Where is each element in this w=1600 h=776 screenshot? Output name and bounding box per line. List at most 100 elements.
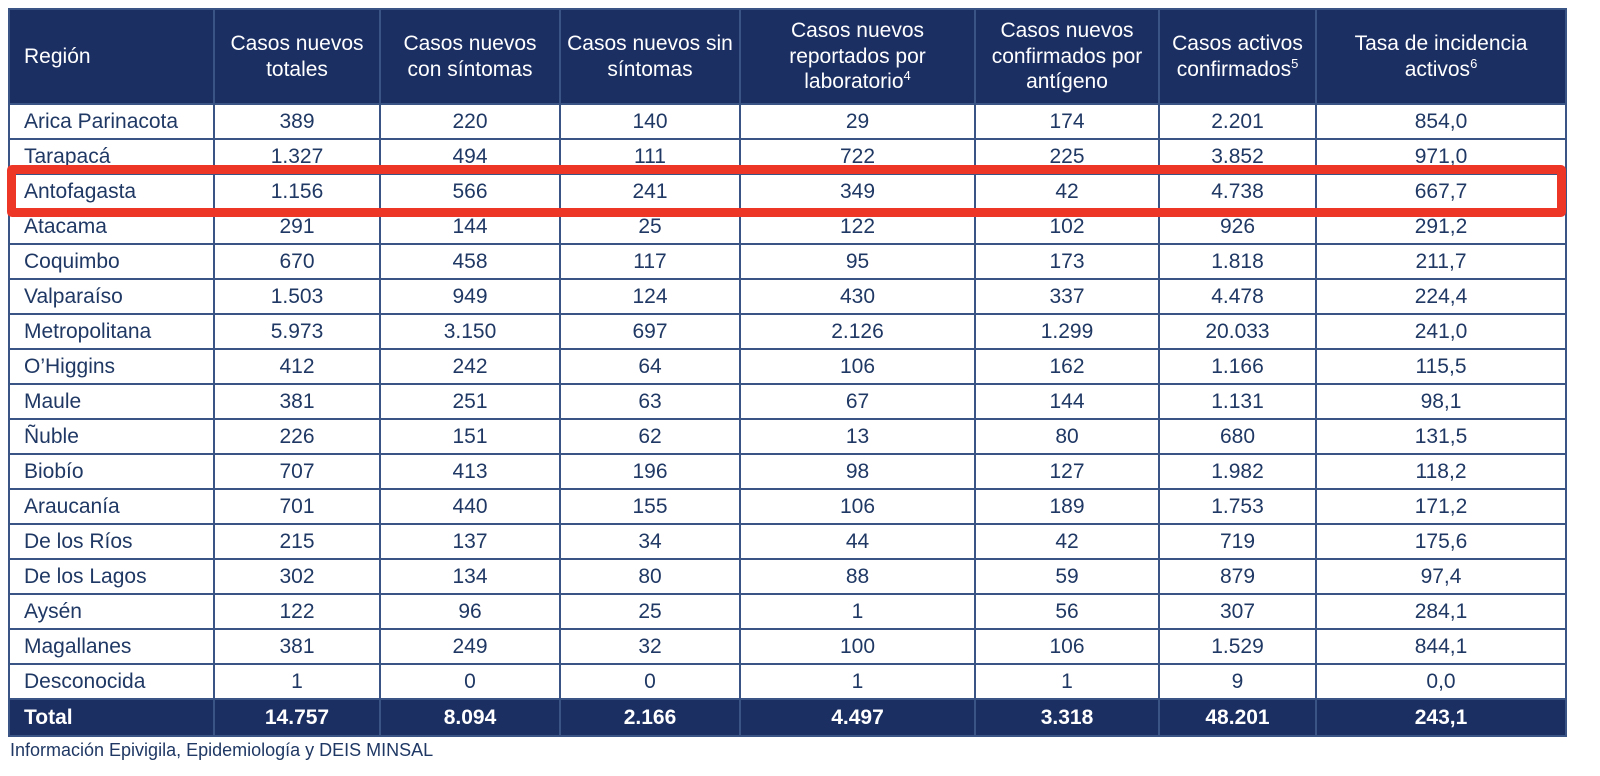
- value-cell: 412: [213, 348, 381, 385]
- value-cell: 458: [379, 243, 561, 280]
- region-cell: Desconocida: [8, 663, 215, 700]
- table-row: Atacama 291 144 25 122 102 926 291,2: [8, 208, 1567, 245]
- value-cell: 1.131: [1158, 383, 1317, 420]
- region-cell: Valparaíso: [8, 278, 215, 315]
- value-cell: 249: [379, 628, 561, 665]
- value-cell: 722: [739, 138, 976, 175]
- column-header: Región: [8, 8, 215, 105]
- region-cell: Maule: [8, 383, 215, 420]
- region-cell: Araucanía: [8, 488, 215, 525]
- table-row: Ñuble 226 151 62 13 80 680 131,5: [8, 418, 1567, 455]
- value-cell: 189: [974, 488, 1160, 525]
- total-value-cell: 243,1: [1315, 698, 1567, 737]
- value-cell: 1.166: [1158, 348, 1317, 385]
- value-cell: 56: [974, 593, 1160, 630]
- total-value-cell: 14.757: [213, 698, 381, 737]
- regional-cases-table: Región Casos nuevos totales Casos nuevos c…: [8, 8, 1567, 737]
- value-cell: 20.033: [1158, 313, 1317, 350]
- region-cell: O’Higgins: [8, 348, 215, 385]
- value-cell: 307: [1158, 593, 1317, 630]
- value-cell: 430: [739, 278, 976, 315]
- value-cell: 64: [559, 348, 741, 385]
- column-header: Tasa de incidencia activos6: [1315, 8, 1567, 105]
- value-cell: 1: [739, 663, 976, 700]
- value-cell: 670: [213, 243, 381, 280]
- value-cell: 42: [974, 523, 1160, 560]
- value-cell: 106: [974, 628, 1160, 665]
- value-cell: 879: [1158, 558, 1317, 595]
- value-cell: 97,4: [1315, 558, 1567, 595]
- value-cell: 44: [739, 523, 976, 560]
- value-cell: 381: [213, 628, 381, 665]
- region-cell: De los Lagos: [8, 558, 215, 595]
- value-cell: 1.982: [1158, 453, 1317, 490]
- value-cell: 0: [559, 663, 741, 700]
- value-cell: 106: [739, 348, 976, 385]
- value-cell: 337: [974, 278, 1160, 315]
- value-cell: 707: [213, 453, 381, 490]
- value-cell: 29: [739, 103, 976, 140]
- table-row: De los Ríos 215 137 34 44 42 719 175,6: [8, 523, 1567, 560]
- value-cell: 95: [739, 243, 976, 280]
- value-cell: 144: [379, 208, 561, 245]
- value-cell: 34: [559, 523, 741, 560]
- value-cell: 949: [379, 278, 561, 315]
- region-cell: Atacama: [8, 208, 215, 245]
- value-cell: 162: [974, 348, 1160, 385]
- column-header: Casos nuevos confirmados por antígeno: [974, 8, 1160, 105]
- table-body: Arica Parinacota 389 220 140 29 174 2.201 854,0…: [8, 103, 1567, 700]
- value-cell: 122: [739, 208, 976, 245]
- value-cell: 697: [559, 313, 741, 350]
- value-cell: 140: [559, 103, 741, 140]
- value-cell: 96: [379, 593, 561, 630]
- value-cell: 440: [379, 488, 561, 525]
- value-cell: 1: [974, 663, 1160, 700]
- table-row: Tarapacá 1.327 494 111 722 225 3.852 971,0: [8, 138, 1567, 175]
- value-cell: 680: [1158, 418, 1317, 455]
- value-cell: 4.738: [1158, 173, 1317, 210]
- value-cell: 1.818: [1158, 243, 1317, 280]
- column-header: Casos nuevos totales: [213, 8, 381, 105]
- value-cell: 381: [213, 383, 381, 420]
- value-cell: 88: [739, 558, 976, 595]
- value-cell: 926: [1158, 208, 1317, 245]
- total-value-cell: 3.318: [974, 698, 1160, 737]
- value-cell: 225: [974, 138, 1160, 175]
- value-cell: 137: [379, 523, 561, 560]
- region-cell: Ñuble: [8, 418, 215, 455]
- value-cell: 155: [559, 488, 741, 525]
- value-cell: 13: [739, 418, 976, 455]
- value-cell: 566: [379, 173, 561, 210]
- column-header: Casos nuevos sin síntomas: [559, 8, 741, 105]
- value-cell: 413: [379, 453, 561, 490]
- value-cell: 1: [213, 663, 381, 700]
- value-cell: 3.852: [1158, 138, 1317, 175]
- region-cell: De los Ríos: [8, 523, 215, 560]
- value-cell: 291,2: [1315, 208, 1567, 245]
- value-cell: 701: [213, 488, 381, 525]
- value-cell: 59: [974, 558, 1160, 595]
- value-cell: 3.150: [379, 313, 561, 350]
- value-cell: 215: [213, 523, 381, 560]
- value-cell: 0: [379, 663, 561, 700]
- table-row: Desconocida 1 0 0 1 1 9 0,0: [8, 663, 1567, 700]
- region-cell: Tarapacá: [8, 138, 215, 175]
- value-cell: 32: [559, 628, 741, 665]
- table-row: Coquimbo 670 458 117 95 173 1.818 211,7: [8, 243, 1567, 280]
- table-total: Total 14.757 8.094 2.166 4.497 3.318 48.201 243…: [8, 698, 1567, 737]
- value-cell: 9: [1158, 663, 1317, 700]
- value-cell: 106: [739, 488, 976, 525]
- source-note: Información Epivigila, Epidemiología y D…: [10, 740, 434, 760]
- value-cell: 241: [559, 173, 741, 210]
- total-value-cell: 48.201: [1158, 698, 1317, 737]
- value-cell: 349: [739, 173, 976, 210]
- value-cell: 241,0: [1315, 313, 1567, 350]
- value-cell: 226: [213, 418, 381, 455]
- table-row-highlighted: Antofagasta 1.156 566 241 349 42 4.738 667,7: [8, 173, 1567, 210]
- region-cell: Arica Parinacota: [8, 103, 215, 140]
- total-row: Total 14.757 8.094 2.166 4.497 3.318 48.201 243…: [8, 698, 1567, 737]
- region-cell: Magallanes: [8, 628, 215, 665]
- value-cell: 127: [974, 453, 1160, 490]
- value-cell: 98,1: [1315, 383, 1567, 420]
- value-cell: 196: [559, 453, 741, 490]
